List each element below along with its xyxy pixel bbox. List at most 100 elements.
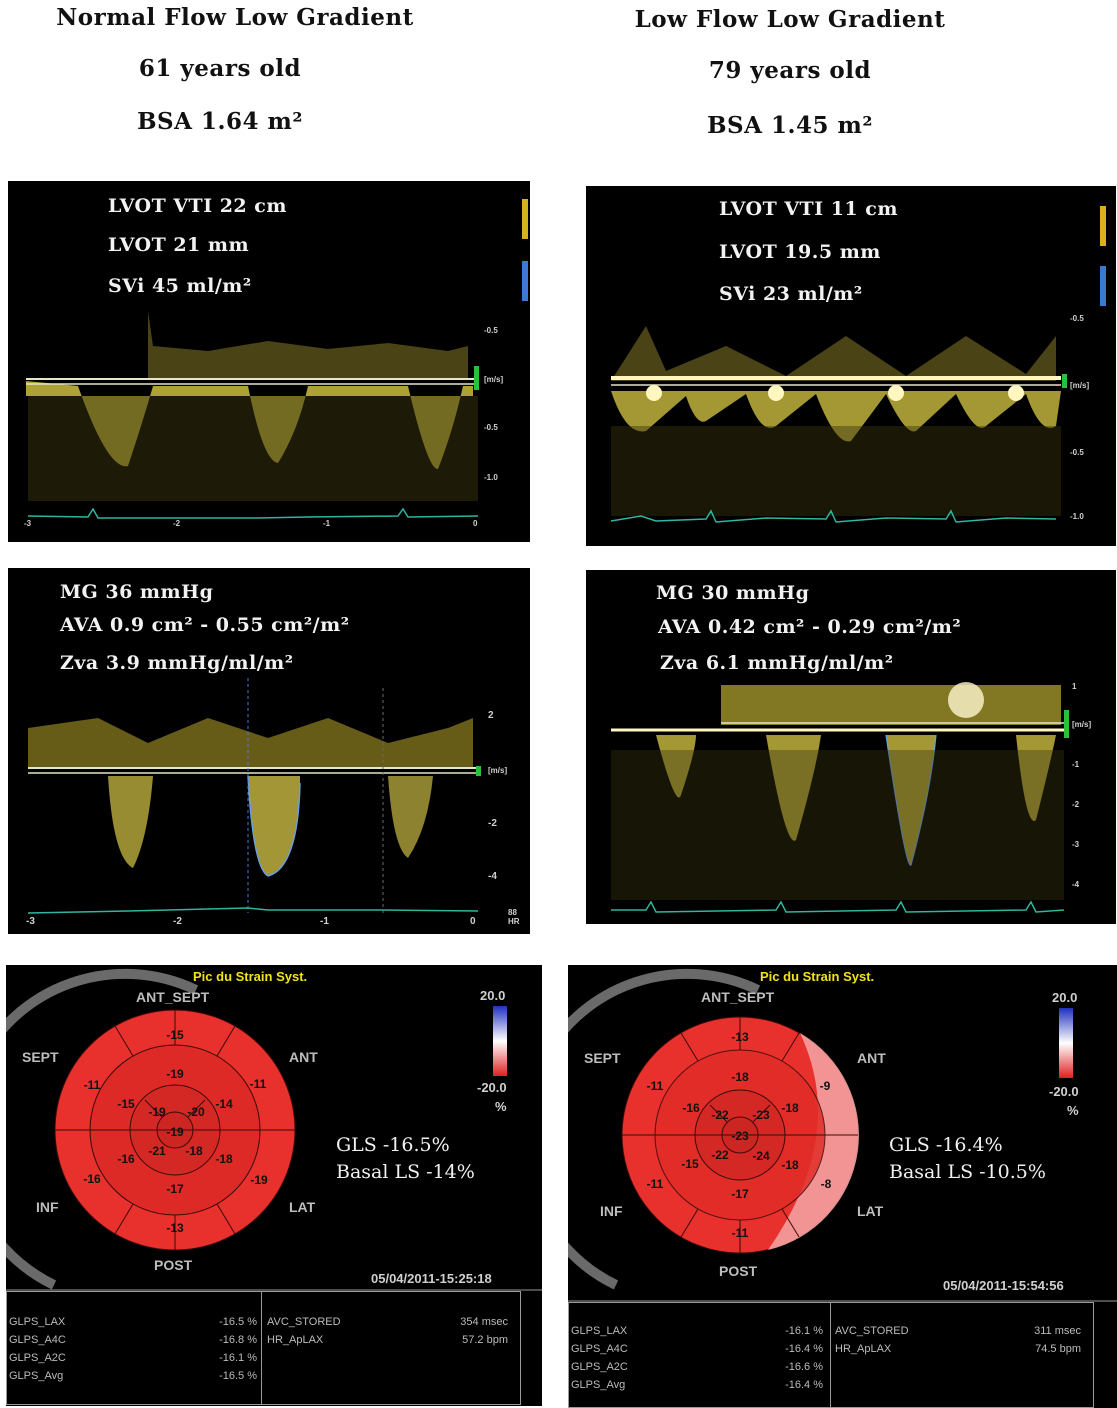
- table-row: GLPS_LAX -16.1 %: [571, 1325, 823, 1337]
- table-row: GLPS_A4C -16.8 %: [9, 1334, 257, 1346]
- right-gls: GLS -16.4%: [889, 1134, 1003, 1156]
- right-mean-gradient: MG 30 mmHg: [656, 582, 810, 604]
- right-seg-apical-3: -22: [711, 1148, 729, 1162]
- left-seg-mid-1: -19: [166, 1067, 184, 1081]
- left-av-doppler-trace: [27, 678, 481, 914]
- left-av-axis-0: -3: [26, 916, 35, 927]
- right-lvot-vti: LVOT VTI 11 cm: [719, 198, 898, 220]
- right-age: 79 years old: [708, 57, 872, 84]
- left-seg-mid-4: -17: [166, 1182, 184, 1196]
- right-av-tick-0: 1: [1072, 682, 1077, 691]
- left-bsa: BSA 1.64 m²: [137, 108, 303, 135]
- left-lvot-tick-0: -0.5: [484, 326, 498, 335]
- left-seg-mid-2: -14: [215, 1097, 233, 1111]
- left-label-inf: INF: [36, 1199, 59, 1215]
- right-seg-mid-4: -17: [731, 1187, 749, 1201]
- left-av-hr: 88 HR: [508, 908, 520, 926]
- right-strain-table: GLPS_LAX -16.1 % GLPS_A4C -16.4 % GLPS_A2C…: [568, 1302, 1094, 1408]
- right-strain-panel: Pic du Strain Syst. ANT_SEPT SEPT ANT IN…: [568, 965, 1117, 1408]
- right-svi: SVi 23 ml/m²: [719, 283, 863, 305]
- right-seg-mid-5: -15: [681, 1157, 699, 1171]
- left-lvot-doppler-trace: [26, 199, 528, 519]
- right-seg-outer-4: -11: [731, 1226, 749, 1240]
- left-seg-mid-6: -15: [117, 1097, 135, 1111]
- left-seg-outer-5: -16: [83, 1172, 101, 1186]
- left-av-axis-2: -1: [320, 916, 329, 927]
- left-lvot-vti: LVOT VTI 22 cm: [108, 195, 287, 217]
- right-av-tick-1: [m/s]: [1072, 720, 1092, 729]
- right-seg-apical-1: -23: [752, 1108, 770, 1122]
- left-lvot-axis-2: -1: [323, 519, 331, 528]
- left-label-post: POST: [154, 1257, 193, 1273]
- left-av-tick-2: -2: [488, 818, 497, 829]
- table-row: GLPS_A2C -16.1 %: [9, 1352, 257, 1364]
- right-seg-mid-2: -18: [781, 1101, 799, 1115]
- right-av-tick-2: -1: [1072, 760, 1080, 769]
- left-timestamp: 05/04/2011-15:25:18: [371, 1271, 492, 1286]
- left-strain-table: GLPS_LAX -16.5 % GLPS_A4C -16.8 % GLPS_A2C…: [6, 1291, 521, 1405]
- left-av-tick-0: 2: [488, 710, 494, 721]
- right-label-post: POST: [719, 1263, 758, 1279]
- right-av-doppler-trace: [611, 682, 1069, 913]
- right-label-ant-sept: ANT_SEPT: [701, 989, 775, 1005]
- right-lvot-doppler-panel: LVOT VTI 11 cm LVOT 19.5 mm SVi 23 ml/m²…: [586, 186, 1116, 546]
- right-label-ant: ANT: [857, 1050, 886, 1066]
- table-row: GLPS_LAX -16.5 %: [9, 1316, 257, 1328]
- table-row: GLPS_A4C -16.4 %: [571, 1343, 823, 1355]
- right-seg-apex: -23: [731, 1129, 749, 1143]
- left-strain-title: Pic du Strain Syst.: [193, 969, 308, 984]
- left-mean-gradient: MG 36 mmHg: [60, 581, 214, 603]
- left-strain-panel: Pic du Strain Syst. ANT_SEPT SEPT ANT IN…: [6, 965, 542, 1406]
- right-ava: AVA 0.42 cm² - 0.29 cm²/m²: [658, 616, 962, 638]
- right-seg-mid-6: -16: [682, 1101, 700, 1115]
- right-scale-max: 20.0: [1052, 990, 1078, 1005]
- left-lvot-tick-3: -1.0: [484, 473, 498, 482]
- left-zva: Zva 3.9 mmHg/ml/m²: [60, 652, 294, 674]
- left-age: 61 years old: [138, 55, 302, 82]
- table-row: GLPS_Avg -16.4 %: [571, 1379, 823, 1391]
- right-seg-mid-3: -18: [781, 1158, 799, 1172]
- right-seg-outer-6: -11: [646, 1079, 664, 1093]
- right-seg-apical-2: -24: [752, 1149, 770, 1163]
- left-av-tick-3: -4: [488, 871, 497, 882]
- left-seg-outer-6: -11: [83, 1078, 101, 1092]
- right-bullseye-plot: [568, 968, 1117, 1302]
- left-lvot-doppler-panel: LVOT VTI 22 cm LVOT 21 mm SVi 45 ml/m² -…: [8, 181, 530, 542]
- table-row: GLPS_Avg -16.5 %: [9, 1370, 257, 1382]
- right-title: Low Flow Low Gradient: [634, 6, 946, 33]
- right-lvot-tick-3: -1.0: [1070, 512, 1084, 521]
- table-row: HR_ApLAX 74.5 bpm: [835, 1343, 1081, 1355]
- right-basal-ls: Basal LS -10.5%: [889, 1161, 1046, 1183]
- left-seg-apical-1: -20: [187, 1105, 205, 1119]
- right-seg-outer-1: -13: [731, 1030, 749, 1044]
- right-label-sept: SEPT: [584, 1050, 621, 1066]
- right-scale-min: -20.0: [1049, 1084, 1079, 1099]
- right-lvot-doppler-trace: [610, 206, 1106, 523]
- left-lvot-diameter: LVOT 21 mm: [108, 234, 250, 256]
- right-av-tick-5: -4: [1072, 880, 1080, 889]
- left-seg-apex: -19: [166, 1125, 184, 1139]
- right-timestamp: 05/04/2011-15:54:56: [943, 1278, 1064, 1293]
- left-seg-apical-4: -19: [148, 1105, 166, 1119]
- right-av-tick-4: -3: [1072, 840, 1080, 849]
- right-lvot-tick-1: [m/s]: [1070, 381, 1090, 390]
- table-row: AVC_STORED 354 msec: [267, 1316, 508, 1328]
- left-title: Normal Flow Low Gradient: [56, 4, 414, 31]
- left-gls: GLS -16.5%: [336, 1134, 450, 1156]
- left-scale-min: -20.0: [477, 1080, 507, 1095]
- left-lvot-axis-0: -3: [24, 519, 32, 528]
- left-svi: SVi 45 ml/m²: [108, 275, 252, 297]
- right-label-inf: INF: [600, 1203, 623, 1219]
- right-strain-title: Pic du Strain Syst.: [760, 969, 875, 984]
- left-av-doppler-panel: MG 36 mmHg AVA 0.9 cm² - 0.55 cm²/m² Zva…: [8, 568, 530, 934]
- left-seg-mid-3: -18: [215, 1152, 233, 1166]
- left-lvot-axis-1: -2: [173, 519, 181, 528]
- left-lvot-tick-2: -0.5: [484, 423, 498, 432]
- right-label-lat: LAT: [857, 1203, 884, 1219]
- left-seg-outer-2: -11: [249, 1077, 267, 1091]
- table-row: AVC_STORED 311 msec: [835, 1325, 1081, 1337]
- right-av-tick-3: -2: [1072, 800, 1080, 809]
- left-seg-apical-3: -21: [148, 1144, 166, 1158]
- right-lvot-tick-0: -0.5: [1070, 314, 1084, 323]
- left-lvot-axis-3: 0: [473, 519, 478, 528]
